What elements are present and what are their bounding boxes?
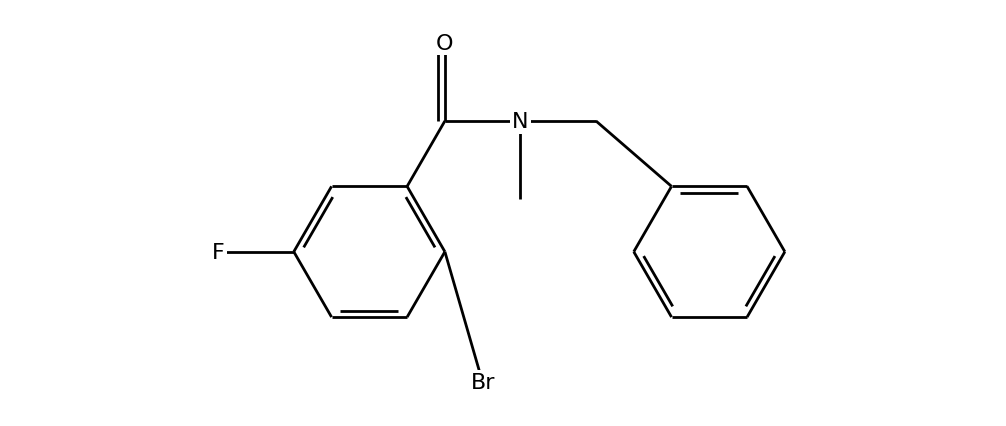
Text: F: F [212,242,224,262]
Text: O: O [437,34,454,53]
Text: N: N [512,112,529,132]
Text: Br: Br [471,373,495,392]
